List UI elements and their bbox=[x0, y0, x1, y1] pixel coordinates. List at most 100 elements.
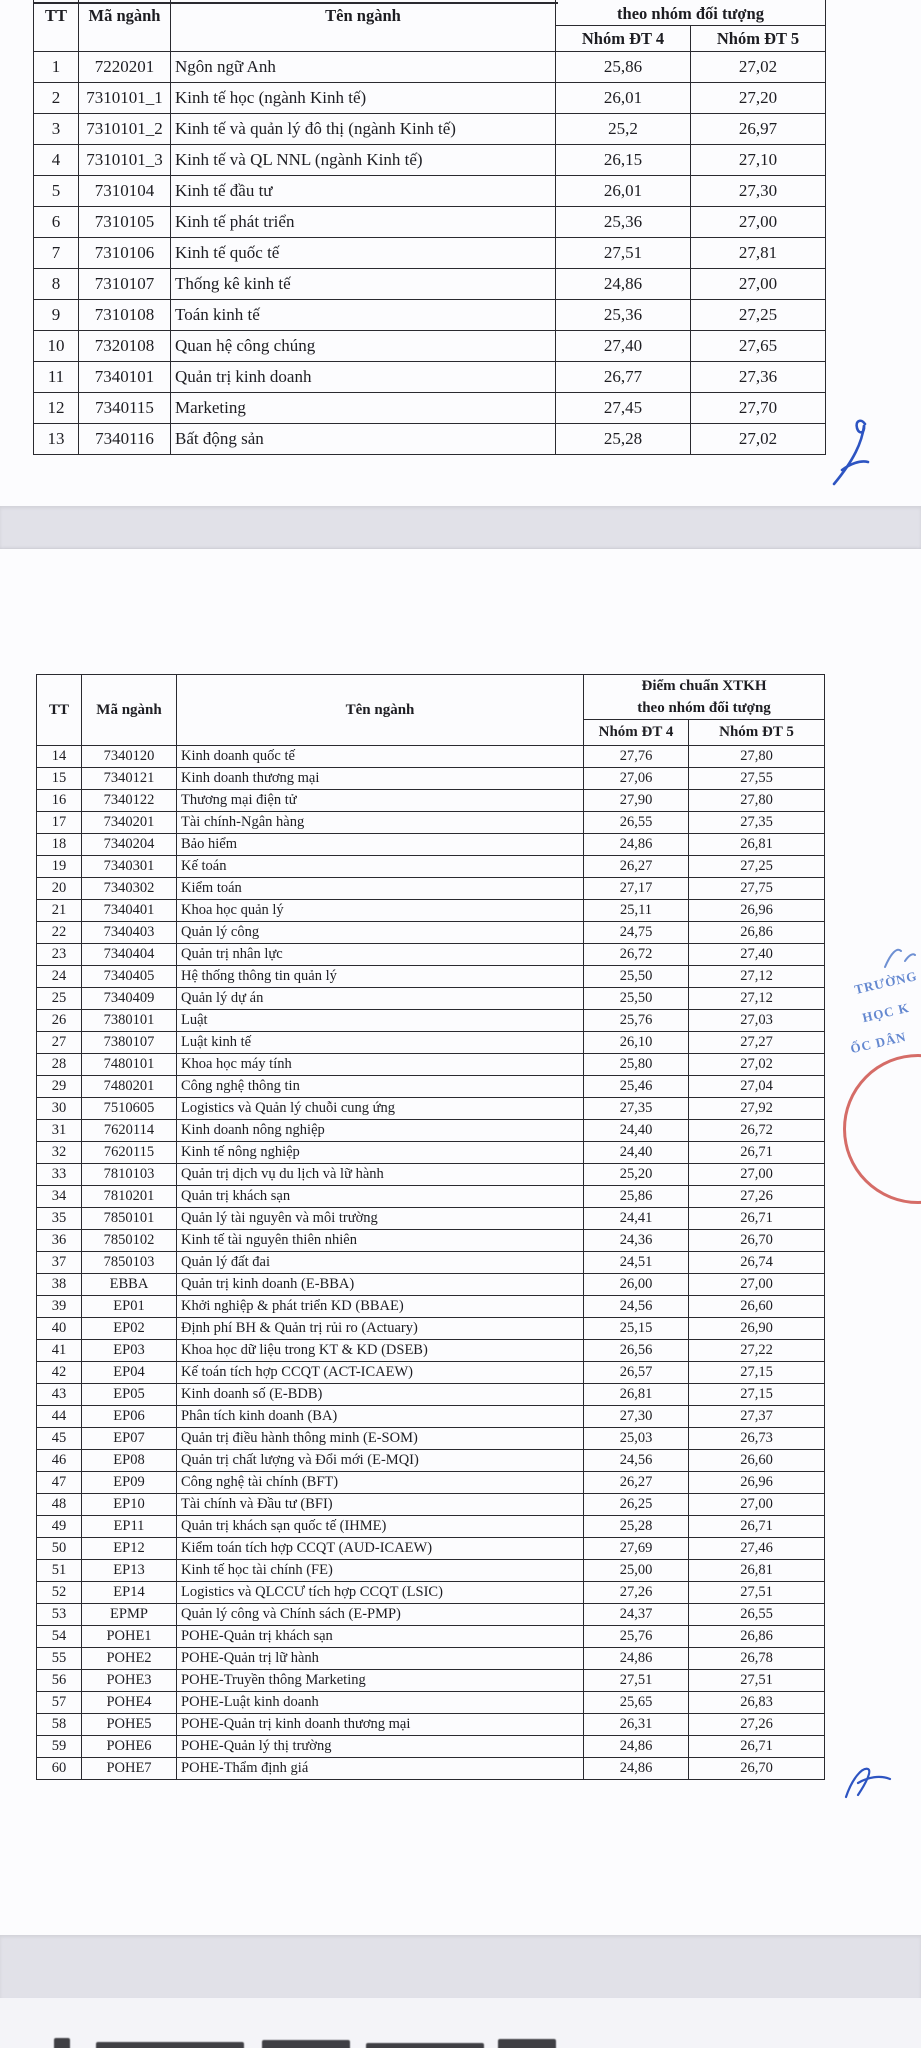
major-code: 7340201 bbox=[81, 811, 177, 834]
major-code: EP03 bbox=[81, 1339, 177, 1362]
col-header-tt: TT bbox=[36, 674, 82, 746]
table-row: 49 EP11 Quản trị khách sạn quốc tế (IHME) 2… bbox=[36, 1515, 825, 1538]
score-group-dt5: 26,74 bbox=[688, 1251, 825, 1274]
header-row-main: TT Mã ngành Tên ngành Điểm chuẩn XTKH th… bbox=[33, 0, 826, 52]
row-number: 52 bbox=[36, 1581, 82, 1604]
major-name: Kinh tế quốc tế bbox=[170, 237, 556, 269]
major-code: EPMP bbox=[81, 1603, 177, 1626]
major-code: POHE1 bbox=[81, 1625, 177, 1648]
table1-body: 1 7220201 Ngôn ngữ Anh 25,86 27,02 2 7310101_1… bbox=[33, 51, 826, 455]
major-name: Quản trị chất lượng và Đổi mới (E-MQI) bbox=[176, 1449, 584, 1472]
major-code: 7340403 bbox=[81, 921, 177, 944]
score-group-dt4: 25,28 bbox=[583, 1515, 689, 1538]
major-name: POHE-Quản trị lữ hành bbox=[176, 1647, 584, 1670]
score-group-dt5: 26,96 bbox=[688, 899, 825, 922]
major-code: 7850102 bbox=[81, 1229, 177, 1252]
major-code: POHE3 bbox=[81, 1669, 177, 1692]
major-name: POHE-Quản trị khách sạn bbox=[176, 1625, 584, 1648]
major-code: 7340120 bbox=[81, 745, 177, 768]
row-number: 31 bbox=[36, 1119, 82, 1142]
score-group-dt4: 24,75 bbox=[583, 921, 689, 944]
major-code: 7310101_2 bbox=[78, 113, 171, 145]
page-gap-band bbox=[0, 1935, 921, 1998]
score-group-dt5: 26,90 bbox=[688, 1317, 825, 1340]
row-number: 36 bbox=[36, 1229, 82, 1252]
row-number: 37 bbox=[36, 1251, 82, 1274]
major-code: 7310101_3 bbox=[78, 144, 171, 176]
row-number: 53 bbox=[36, 1603, 82, 1626]
score-group-dt4: 24,86 bbox=[583, 1757, 689, 1780]
score-group-dt4: 26,57 bbox=[583, 1361, 689, 1384]
major-name: Kế toán bbox=[176, 855, 584, 878]
row-number: 34 bbox=[36, 1185, 82, 1208]
row-number: 38 bbox=[36, 1273, 82, 1296]
table-row: 57 POHE4 POHE-Luật kinh doanh 25,65 26,83 bbox=[36, 1691, 825, 1714]
admission-score-table-2: TT Mã ngành Tên ngành Điểm chuẩn XTKH th… bbox=[36, 674, 825, 1780]
major-name: Quản trị khách sạn bbox=[176, 1185, 584, 1208]
major-name: Quản trị nhân lực bbox=[176, 943, 584, 966]
major-name: Quản lý đất đai bbox=[176, 1251, 584, 1274]
score-group-dt4: 25,03 bbox=[583, 1427, 689, 1450]
major-code: 7480101 bbox=[81, 1053, 177, 1076]
score-group-dt4: 25,00 bbox=[583, 1559, 689, 1582]
major-name: Tài chính và Đầu tư (BFI) bbox=[176, 1493, 584, 1516]
table-row: 56 POHE3 POHE-Truyền thông Marketing 27,51 2… bbox=[36, 1669, 825, 1692]
row-number: 2 bbox=[33, 82, 79, 114]
table2-header: TT Mã ngành Tên ngành Điểm chuẩn XTKH th… bbox=[36, 674, 825, 746]
score-group-dt4: 26,10 bbox=[583, 1031, 689, 1054]
major-code: 7340404 bbox=[81, 943, 177, 966]
major-name: Kế toán tích hợp CCQT (ACT-ICAEW) bbox=[176, 1361, 584, 1384]
table-row: 20 7340302 Kiểm toán 27,17 27,75 bbox=[36, 877, 825, 900]
score-group-dt5: 27,36 bbox=[690, 361, 826, 393]
score-group-dt4: 26,81 bbox=[583, 1383, 689, 1406]
major-name: Quản lý công bbox=[176, 921, 584, 944]
score-group-dt4: 25,36 bbox=[555, 206, 691, 238]
major-code: 7340301 bbox=[81, 855, 177, 878]
score-group-dt5: 27,30 bbox=[690, 175, 826, 207]
major-name: Logistics và Quản lý chuỗi cung ứng bbox=[176, 1097, 584, 1120]
major-code: EP05 bbox=[81, 1383, 177, 1406]
table-row: 42 EP04 Kế toán tích hợp CCQT (ACT-ICAEW) 2… bbox=[36, 1361, 825, 1384]
score-group-dt5: 27,81 bbox=[690, 237, 826, 269]
major-code: 7340302 bbox=[81, 877, 177, 900]
table-row: 46 EP08 Quản trị chất lượng và Đổi mới (E-… bbox=[36, 1449, 825, 1472]
score-group-dt5: 27,80 bbox=[688, 745, 825, 768]
table-row: 28 7480101 Khoa học máy tính 25,80 27,02 bbox=[36, 1053, 825, 1076]
score-group-dt4: 26,01 bbox=[555, 82, 691, 114]
score-group-dt5: 27,80 bbox=[688, 789, 825, 812]
major-code: EP12 bbox=[81, 1537, 177, 1560]
score-group-dt5: 26,73 bbox=[688, 1427, 825, 1450]
next-page-edge bbox=[0, 1998, 921, 2048]
major-name: Thương mại điện tử bbox=[176, 789, 584, 812]
table-row: 21 7340401 Khoa học quản lý 25,11 26,96 bbox=[36, 899, 825, 922]
row-number: 29 bbox=[36, 1075, 82, 1098]
major-name: Bảo hiểm bbox=[176, 833, 584, 856]
table-row: 51 EP13 Kinh tế học tài chính (FE) 25,00 26,… bbox=[36, 1559, 825, 1582]
major-name: Kinh tế học tài chính (FE) bbox=[176, 1559, 584, 1582]
score-group-dt5: 26,72 bbox=[688, 1119, 825, 1142]
score-group-dt5: 26,86 bbox=[688, 1625, 825, 1648]
row-number: 54 bbox=[36, 1625, 82, 1648]
row-number: 28 bbox=[36, 1053, 82, 1076]
table-row: 18 7340204 Bảo hiểm 24,86 26,81 bbox=[36, 833, 825, 856]
score-group-dt4: 24,56 bbox=[583, 1449, 689, 1472]
col-header-tt: TT bbox=[33, 0, 79, 52]
score-group-dt5: 26,71 bbox=[688, 1207, 825, 1230]
score-group-dt4: 26,27 bbox=[583, 855, 689, 878]
score-group-dt4: 24,56 bbox=[583, 1295, 689, 1318]
score-group-dt5: 26,60 bbox=[688, 1295, 825, 1318]
major-name: Kinh tế đầu tư bbox=[170, 175, 556, 207]
score-group-dt4: 27,17 bbox=[583, 877, 689, 900]
major-name: Phân tích kinh doanh (BA) bbox=[176, 1405, 584, 1428]
score-group-dt5: 27,00 bbox=[688, 1493, 825, 1516]
major-name: Kinh tế phát triển bbox=[170, 206, 556, 238]
score-group-dt5: 27,10 bbox=[690, 144, 826, 176]
row-number: 9 bbox=[33, 299, 79, 331]
major-code: EP06 bbox=[81, 1405, 177, 1428]
score-group-dt5: 26,71 bbox=[688, 1515, 825, 1538]
score-group-dt5: 27,00 bbox=[690, 206, 826, 238]
score-group-dt5: 27,26 bbox=[688, 1713, 825, 1736]
table-row: 6 7310105 Kinh tế phát triển 25,36 27,00 bbox=[33, 206, 826, 238]
col-header-dt4: Nhóm ĐT 4 bbox=[583, 719, 689, 746]
major-name: Kiểm toán bbox=[176, 877, 584, 900]
